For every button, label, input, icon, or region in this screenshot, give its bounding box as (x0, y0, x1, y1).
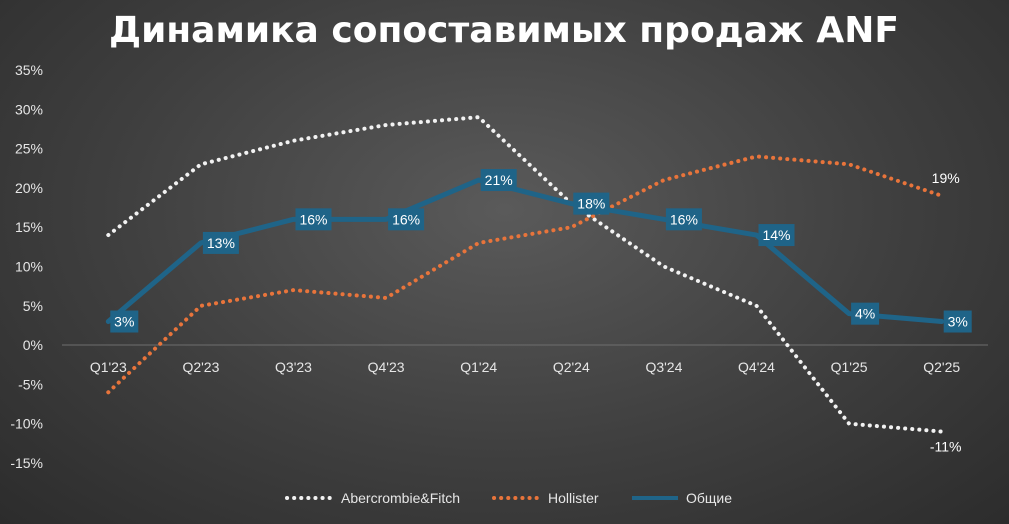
data-label: 3% (948, 314, 968, 330)
series-line-0 (106, 115, 944, 434)
x-tick-label: Q4'23 (368, 359, 405, 375)
data-label: 16% (670, 211, 698, 227)
data-label-box (665, 208, 702, 231)
legend-label: Общие (686, 490, 732, 506)
y-tick-label: 5% (23, 298, 43, 314)
data-label: 16% (392, 211, 420, 227)
data-label: 21% (485, 172, 513, 188)
y-tick-label: -15% (10, 455, 43, 471)
y-tick-label: 35% (15, 62, 43, 78)
data-label: -11% (930, 439, 962, 455)
legend-label: Hollister (548, 490, 599, 506)
series-line-1 (106, 154, 944, 395)
y-tick-label: -10% (10, 416, 43, 432)
data-label: 14% (762, 227, 790, 243)
x-tick-label: Q2'24 (553, 359, 590, 375)
y-tick-label: 25% (15, 141, 43, 157)
data-label-box (851, 302, 880, 325)
data-label-box (758, 224, 795, 247)
x-tick-label: Q2'25 (923, 359, 960, 375)
x-tick-label: Q1'24 (460, 359, 497, 375)
data-label-box (388, 208, 425, 231)
x-tick-label: Q3'24 (645, 359, 682, 375)
x-tick-label: Q4'24 (738, 359, 775, 375)
y-tick-label: 10% (15, 259, 43, 275)
y-tick-label: 0% (23, 337, 43, 353)
x-tick-label: Q1'23 (90, 359, 127, 375)
data-label-box (573, 192, 610, 215)
data-label-box (943, 310, 972, 333)
data-label: 19% (932, 170, 960, 186)
data-label-box (480, 169, 517, 192)
y-tick-label: 30% (15, 101, 43, 117)
data-label-box (202, 231, 239, 254)
legend-label: Abercrombie&Fitch (341, 490, 460, 506)
data-label-box (295, 208, 332, 231)
data-label: 3% (114, 314, 134, 330)
data-label: 13% (207, 235, 235, 251)
data-label: 16% (299, 211, 327, 227)
series-line-2 (105, 177, 945, 325)
data-label: 18% (577, 196, 605, 212)
x-tick-label: Q2'23 (182, 359, 219, 375)
y-tick-label: -5% (18, 376, 43, 392)
chart-title: Динамика сопоставимых продаж ANF (109, 10, 899, 51)
x-tick-label: Q1'25 (831, 359, 868, 375)
x-tick-label: Q3'23 (275, 359, 312, 375)
data-label: 4% (855, 306, 875, 322)
y-tick-label: 20% (15, 180, 43, 196)
y-tick-label: 15% (15, 219, 43, 235)
data-label-box (110, 310, 139, 333)
